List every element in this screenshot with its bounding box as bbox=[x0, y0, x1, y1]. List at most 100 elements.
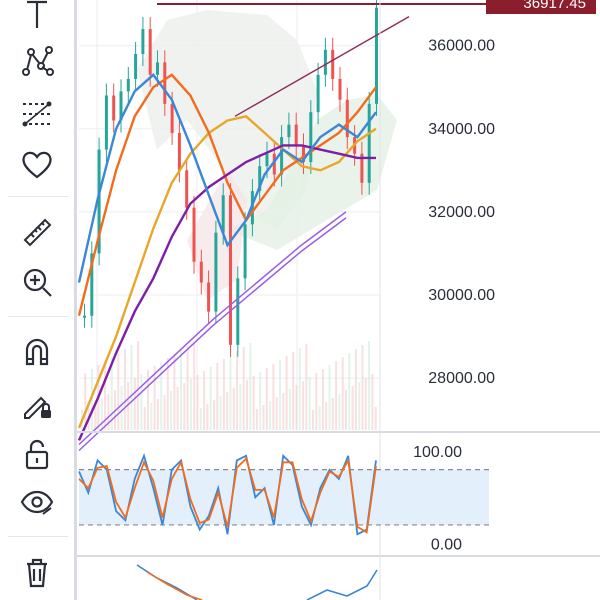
volume-bar bbox=[374, 407, 377, 430]
toolbar-separator bbox=[8, 196, 68, 197]
volume-bar bbox=[345, 390, 347, 430]
ma-line-0 bbox=[77, 114, 377, 429]
bottom-indicator-line bbox=[136, 564, 198, 600]
volume-bar bbox=[232, 388, 235, 430]
candle-body bbox=[214, 232, 218, 312]
lock-drawing-button[interactable] bbox=[14, 384, 60, 424]
volume-bar bbox=[209, 367, 212, 430]
volume-bar bbox=[312, 410, 314, 430]
volume-bar bbox=[189, 379, 192, 430]
volume-bar bbox=[104, 361, 107, 430]
volume-bar bbox=[186, 346, 189, 430]
volume-bar bbox=[331, 398, 334, 430]
volume-bar bbox=[318, 406, 321, 430]
volume-bar bbox=[100, 398, 103, 430]
candle-body bbox=[170, 103, 174, 133]
volume-bar bbox=[321, 369, 324, 430]
candle-body bbox=[90, 253, 94, 316]
candle-body bbox=[104, 95, 108, 150]
candle-body bbox=[97, 149, 101, 254]
fib-levels-button[interactable] bbox=[14, 94, 60, 134]
candle-body bbox=[272, 153, 276, 175]
volume-bar bbox=[262, 405, 265, 430]
ruler-measure-button[interactable] bbox=[14, 212, 60, 252]
volume-bar bbox=[279, 360, 281, 430]
volume-bar bbox=[255, 409, 258, 430]
trash-icon bbox=[27, 558, 47, 588]
eye-hide-button[interactable] bbox=[14, 482, 60, 522]
volume-bar bbox=[272, 364, 275, 430]
price-axis-label: 36000.00 bbox=[428, 38, 495, 55]
volume-bar bbox=[213, 400, 215, 430]
volume-bar bbox=[176, 387, 179, 430]
volume-bar bbox=[130, 345, 133, 430]
candle-body bbox=[258, 166, 262, 192]
volume-bar bbox=[206, 404, 209, 430]
favorite-heart-button[interactable] bbox=[14, 144, 60, 184]
magnet-button[interactable] bbox=[14, 332, 60, 372]
ruler-measure-icon bbox=[23, 218, 52, 247]
ma-line-3 bbox=[77, 73, 377, 283]
candle-body bbox=[229, 195, 232, 345]
volume-bar bbox=[246, 380, 248, 430]
price-axis-label: 32000.00 bbox=[428, 204, 495, 221]
volume-bar bbox=[358, 382, 361, 430]
volume-bar bbox=[166, 358, 169, 430]
candle-body bbox=[316, 74, 320, 113]
text-tool-button[interactable] bbox=[14, 0, 60, 34]
candle-body bbox=[338, 78, 342, 100]
candle-body bbox=[323, 49, 327, 75]
volume-bar bbox=[292, 352, 295, 430]
volume-bar bbox=[147, 370, 149, 430]
volume-bar bbox=[275, 397, 278, 430]
candle-body bbox=[207, 282, 211, 312]
volume-bar bbox=[199, 408, 202, 430]
volume-bar bbox=[236, 351, 239, 430]
volume-bar bbox=[328, 365, 331, 430]
candle-body bbox=[236, 278, 240, 345]
volume-bar bbox=[239, 384, 242, 430]
candle-body bbox=[309, 112, 313, 163]
zoom-in-button[interactable] bbox=[14, 262, 60, 302]
stoch-band-fill bbox=[79, 469, 489, 525]
candle-body bbox=[134, 54, 138, 79]
volume-bar bbox=[193, 342, 196, 430]
current-price-label: 36917.45 bbox=[486, 0, 596, 14]
unlock-button[interactable] bbox=[14, 434, 60, 474]
volume-bar bbox=[354, 349, 357, 430]
volume-bar bbox=[265, 368, 268, 430]
unlock-icon bbox=[25, 439, 49, 470]
price-axis-label: 28000.00 bbox=[428, 370, 495, 387]
stoch-axis-label: 0.00 bbox=[431, 536, 462, 553]
pattern-tool-icon bbox=[22, 46, 54, 76]
toolbar-divider bbox=[74, 0, 77, 600]
volume-bar bbox=[160, 362, 163, 430]
volume-bar bbox=[156, 399, 159, 430]
volume-bar bbox=[153, 366, 156, 430]
volume-bar bbox=[150, 403, 153, 430]
fib-levels-icon bbox=[22, 101, 52, 127]
volume-bar bbox=[173, 354, 176, 430]
volume-bar bbox=[249, 343, 252, 430]
candle-body bbox=[265, 153, 269, 167]
candle-body bbox=[375, 7, 378, 104]
volume-bar bbox=[203, 371, 206, 430]
volume-bar bbox=[315, 373, 318, 430]
bottom-indicator-line bbox=[146, 571, 203, 600]
volume-bar bbox=[127, 382, 130, 430]
candle-body bbox=[221, 195, 225, 233]
volume-bar bbox=[94, 402, 97, 430]
volume-bar bbox=[219, 396, 222, 430]
drawing-toolbar bbox=[0, 0, 74, 600]
pattern-tool-button[interactable] bbox=[14, 42, 60, 82]
volume-bar bbox=[163, 395, 166, 430]
ma-line-2 bbox=[77, 144, 376, 441]
candle-body bbox=[126, 78, 130, 92]
text-tool-icon bbox=[27, 0, 47, 28]
volume-bar bbox=[364, 378, 367, 430]
trash-button[interactable] bbox=[14, 552, 60, 592]
volume-bar bbox=[338, 394, 341, 430]
magnet-icon bbox=[25, 338, 49, 366]
chart-area[interactable]: 36000.00 34000.00 32000.00 30000.00 28000.00… bbox=[77, 0, 600, 600]
candle-body bbox=[163, 62, 167, 104]
